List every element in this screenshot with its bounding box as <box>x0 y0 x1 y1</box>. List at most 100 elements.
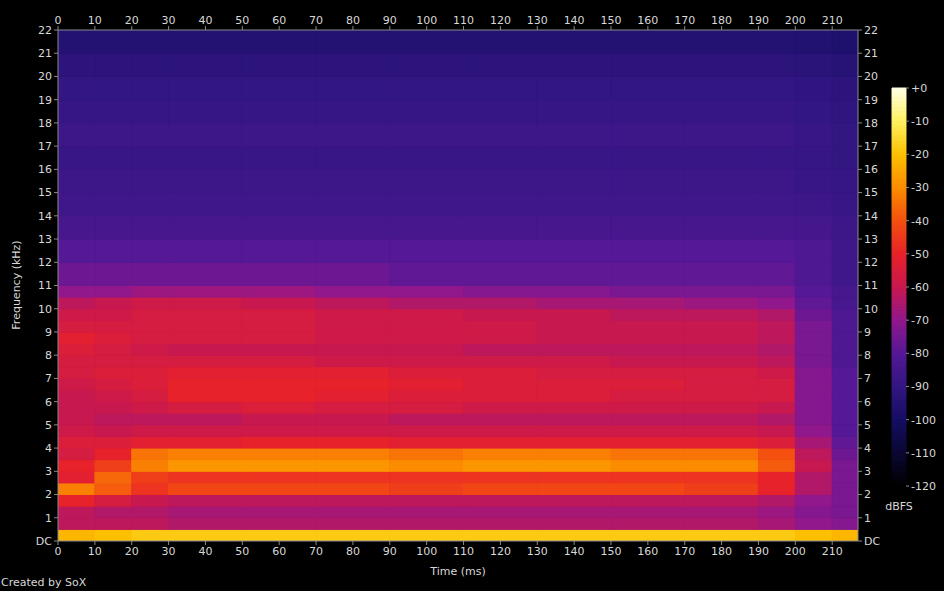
svg-text:50: 50 <box>235 545 249 558</box>
svg-text:18: 18 <box>864 117 878 130</box>
svg-text:21: 21 <box>38 47 52 60</box>
svg-text:130: 130 <box>527 545 548 558</box>
svg-text:22: 22 <box>864 24 878 37</box>
svg-text:-40: -40 <box>911 215 929 228</box>
svg-text:17: 17 <box>38 140 52 153</box>
svg-text:17: 17 <box>864 140 878 153</box>
svg-text:19: 19 <box>864 94 878 107</box>
svg-text:160: 160 <box>637 545 658 558</box>
svg-text:10: 10 <box>88 545 102 558</box>
svg-text:120: 120 <box>490 14 511 27</box>
svg-text:0: 0 <box>55 545 62 558</box>
svg-text:-50: -50 <box>911 248 929 261</box>
svg-text:30: 30 <box>162 545 176 558</box>
svg-text:20: 20 <box>125 545 139 558</box>
svg-text:19: 19 <box>38 94 52 107</box>
svg-text:140: 140 <box>564 545 585 558</box>
svg-text:0: 0 <box>55 14 62 27</box>
svg-text:160: 160 <box>637 14 658 27</box>
svg-text:150: 150 <box>600 14 621 27</box>
svg-text:18: 18 <box>38 117 52 130</box>
svg-text:16: 16 <box>38 163 52 176</box>
svg-text:-10: -10 <box>911 115 929 128</box>
svg-text:140: 140 <box>564 14 585 27</box>
svg-text:190: 190 <box>748 14 769 27</box>
svg-text:70: 70 <box>309 545 323 558</box>
svg-text:8: 8 <box>45 349 52 362</box>
svg-text:13: 13 <box>864 233 878 246</box>
svg-text:10: 10 <box>38 303 52 316</box>
svg-text:40: 40 <box>198 14 212 27</box>
svg-text:-20: -20 <box>911 148 929 161</box>
svg-text:14: 14 <box>864 210 878 223</box>
svg-text:5: 5 <box>45 419 52 432</box>
svg-text:10: 10 <box>864 303 878 316</box>
svg-text:150: 150 <box>600 545 621 558</box>
svg-text:15: 15 <box>38 186 52 199</box>
svg-text:190: 190 <box>748 545 769 558</box>
svg-text:3: 3 <box>45 465 52 478</box>
svg-text:20: 20 <box>38 70 52 83</box>
svg-text:100: 100 <box>416 545 437 558</box>
svg-text:70: 70 <box>309 14 323 27</box>
svg-text:210: 210 <box>822 14 843 27</box>
svg-text:DC: DC <box>864 535 880 548</box>
svg-text:1: 1 <box>45 512 52 525</box>
svg-text:13: 13 <box>38 233 52 246</box>
svg-text:-80: -80 <box>911 347 929 360</box>
svg-text:7: 7 <box>45 372 52 385</box>
svg-text:15: 15 <box>864 186 878 199</box>
svg-text:170: 170 <box>674 14 695 27</box>
svg-text:40: 40 <box>198 545 212 558</box>
svg-text:50: 50 <box>235 14 249 27</box>
svg-text:6: 6 <box>45 396 52 409</box>
svg-text:20: 20 <box>125 14 139 27</box>
svg-text:1: 1 <box>864 512 871 525</box>
svg-text:90: 90 <box>383 14 397 27</box>
svg-text:9: 9 <box>864 326 871 339</box>
svg-text:30: 30 <box>162 14 176 27</box>
svg-text:120: 120 <box>490 545 511 558</box>
svg-text:12: 12 <box>864 256 878 269</box>
svg-text:5: 5 <box>864 419 871 432</box>
svg-text:2: 2 <box>864 488 871 501</box>
svg-text:16: 16 <box>864 163 878 176</box>
svg-text:21: 21 <box>864 47 878 60</box>
svg-text:-110: -110 <box>911 447 936 460</box>
svg-text:200: 200 <box>785 545 806 558</box>
svg-text:12: 12 <box>38 256 52 269</box>
svg-text:14: 14 <box>38 210 52 223</box>
svg-text:9: 9 <box>45 326 52 339</box>
svg-text:10: 10 <box>88 14 102 27</box>
svg-text:7: 7 <box>864 372 871 385</box>
svg-text:4: 4 <box>864 442 871 455</box>
svg-text:-60: -60 <box>911 281 929 294</box>
svg-text:-100: -100 <box>911 414 936 427</box>
svg-text:11: 11 <box>38 279 52 292</box>
svg-text:180: 180 <box>711 545 732 558</box>
svg-text:210: 210 <box>822 545 843 558</box>
svg-text:180: 180 <box>711 14 732 27</box>
svg-text:8: 8 <box>864 349 871 362</box>
svg-text:200: 200 <box>785 14 806 27</box>
svg-text:3: 3 <box>864 465 871 478</box>
svg-text:-90: -90 <box>911 380 929 393</box>
svg-text:+0: +0 <box>911 82 927 95</box>
svg-text:4: 4 <box>45 442 52 455</box>
svg-text:-70: -70 <box>911 314 929 327</box>
svg-text:11: 11 <box>864 279 878 292</box>
svg-text:130: 130 <box>527 14 548 27</box>
svg-text:170: 170 <box>674 545 695 558</box>
svg-text:110: 110 <box>453 14 474 27</box>
svg-text:60: 60 <box>272 545 286 558</box>
svg-text:110: 110 <box>453 545 474 558</box>
svg-text:-120: -120 <box>911 480 936 493</box>
svg-text:80: 80 <box>346 14 360 27</box>
svg-text:20: 20 <box>864 70 878 83</box>
svg-text:6: 6 <box>864 396 871 409</box>
svg-text:2: 2 <box>45 488 52 501</box>
svg-text:80: 80 <box>346 545 360 558</box>
svg-text:100: 100 <box>416 14 437 27</box>
svg-text:-30: -30 <box>911 181 929 194</box>
svg-text:60: 60 <box>272 14 286 27</box>
